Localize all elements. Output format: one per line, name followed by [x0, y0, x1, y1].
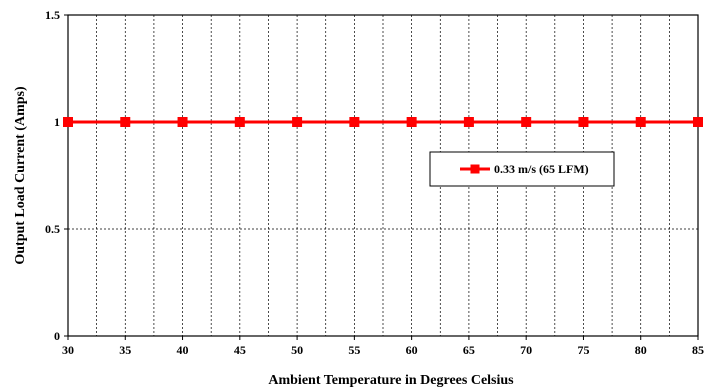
legend: 0.33 m/s (65 LFM) [429, 151, 615, 187]
data-point-marker [349, 117, 360, 127]
data-point-marker [292, 117, 303, 127]
y-tick-label: 0.5 [45, 222, 60, 236]
x-tick-label: 75 [577, 343, 589, 357]
x-axis-title: Ambient Temperature in Degrees Celsius [268, 373, 514, 388]
plot-area [67, 14, 699, 337]
data-point-marker [521, 117, 532, 127]
x-tick-label: 60 [406, 343, 418, 357]
x-tick-label: 30 [62, 343, 74, 357]
y-axis-title: Output Load Current (Amps) [13, 86, 28, 265]
x-tick-label: 65 [463, 343, 475, 357]
data-point-marker [234, 117, 245, 127]
x-tick-label: 70 [520, 343, 532, 357]
data-point-marker [177, 117, 188, 127]
data-point-marker [635, 117, 646, 127]
y-tick-label: 1.5 [45, 8, 60, 22]
x-axis-tick-labels: 30 35 40 45 50 55 60 65 70 75 80 85 [62, 336, 704, 357]
data-point-marker [578, 117, 589, 127]
legend-marker-swatch [470, 164, 480, 174]
data-point-marker [693, 117, 703, 127]
data-point-marker [406, 117, 417, 127]
y-tick-label: 0 [54, 329, 60, 343]
x-tick-label: 35 [119, 343, 131, 357]
x-tick-label: 85 [692, 343, 704, 357]
x-tick-label: 55 [348, 343, 360, 357]
data-point-marker [120, 117, 131, 127]
series-layer [63, 117, 703, 127]
x-tick-label: 40 [177, 343, 189, 357]
x-tick-label: 45 [234, 343, 246, 357]
data-point-marker [63, 117, 73, 127]
y-axis-tick-labels: 0 0.5 1 1.5 [45, 8, 68, 343]
legend-label: 0.33 m/s (65 LFM) [494, 162, 589, 176]
x-tick-label: 80 [635, 343, 647, 357]
data-point-marker [463, 117, 474, 127]
y-tick-label: 1 [54, 115, 60, 129]
x-tick-label: 50 [291, 343, 303, 357]
